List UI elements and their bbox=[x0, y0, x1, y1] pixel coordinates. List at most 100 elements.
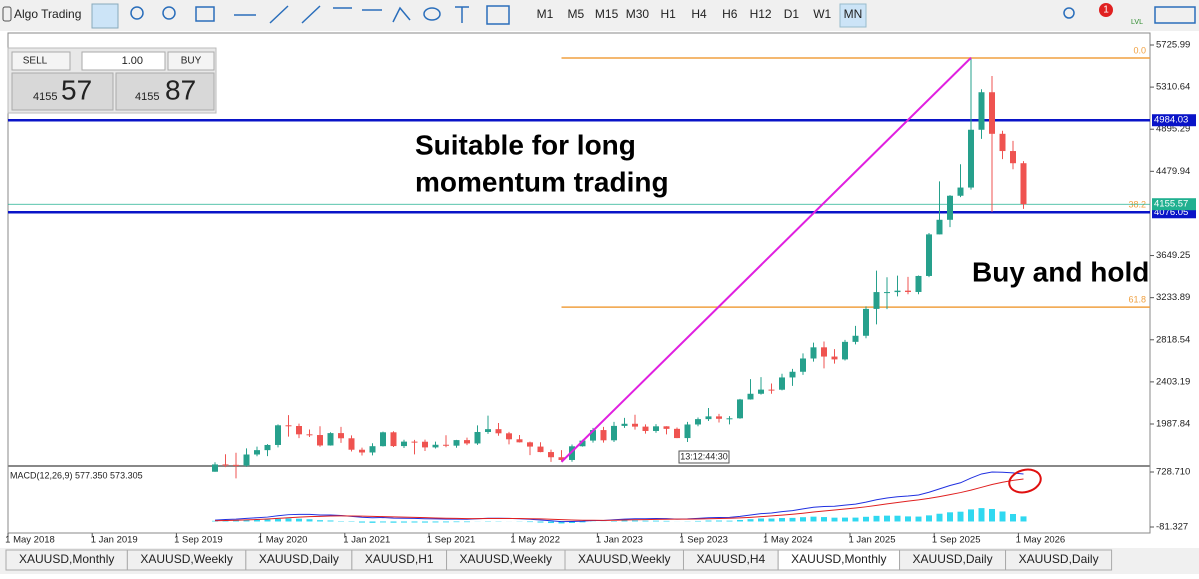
macd-histogram bbox=[695, 521, 701, 522]
algo-trading[interactable]: Algo Trading bbox=[14, 7, 81, 21]
macd-histogram bbox=[737, 520, 743, 521]
candle-body bbox=[989, 92, 995, 134]
sell-price-big[interactable]: 57 bbox=[61, 74, 92, 105]
macd-histogram bbox=[937, 514, 943, 522]
volume[interactable]: 1.00 bbox=[122, 55, 143, 67]
macd-tick-label: -81.327 bbox=[1156, 522, 1188, 533]
macd-histogram bbox=[464, 521, 470, 522]
timeframe[interactable]: D1 bbox=[784, 7, 800, 21]
level: LVL bbox=[1131, 19, 1143, 26]
candle-body bbox=[485, 429, 491, 432]
tab-label[interactable]: XAUUSD,H1 bbox=[365, 552, 434, 566]
timeframe[interactable]: M5 bbox=[567, 7, 584, 21]
candle-body bbox=[391, 432, 397, 446]
macd-histogram bbox=[989, 509, 995, 521]
macd-histogram bbox=[359, 521, 365, 522]
candle-body bbox=[800, 358, 806, 371]
macd-histogram bbox=[286, 518, 292, 521]
timer: 13:12:44:30 bbox=[680, 451, 728, 461]
macd-histogram bbox=[811, 517, 817, 522]
macd-histogram bbox=[874, 516, 880, 522]
candle-body bbox=[685, 424, 691, 438]
candle-body bbox=[853, 336, 859, 342]
y-tick-label: 2403.19 bbox=[1156, 376, 1190, 387]
candle-body bbox=[905, 291, 911, 292]
candle-body bbox=[601, 430, 607, 440]
buy-label[interactable]: BUY bbox=[181, 56, 202, 67]
candle-body bbox=[895, 291, 901, 292]
annotation: Buy and hold bbox=[972, 256, 1149, 287]
y-tick-label: 1987.84 bbox=[1156, 419, 1190, 430]
candle-body bbox=[727, 418, 733, 419]
macd-histogram bbox=[706, 521, 712, 522]
buy-price-small[interactable]: 4155 bbox=[135, 91, 159, 103]
tab-label[interactable]: XAUUSD,Weekly bbox=[578, 552, 670, 566]
macd-tick-label: 728.710 bbox=[1156, 467, 1190, 478]
tab-label[interactable]: XAUUSD,Daily bbox=[1019, 552, 1099, 566]
candle-body bbox=[338, 433, 344, 438]
candle-body bbox=[527, 442, 533, 446]
candle-body bbox=[968, 130, 974, 188]
sell-price-small[interactable]: 4155 bbox=[33, 91, 57, 103]
macd-histogram bbox=[905, 516, 911, 521]
x-tick-label: 1 Sep 2025 bbox=[932, 535, 981, 546]
candle-body bbox=[874, 292, 880, 309]
tab-label[interactable]: XAUUSD,Daily bbox=[259, 552, 339, 566]
timeframe[interactable]: H6 bbox=[722, 7, 738, 21]
macd-histogram bbox=[821, 517, 827, 521]
candle-body bbox=[716, 416, 722, 418]
macd-histogram bbox=[454, 521, 460, 522]
annotation: momentum trading bbox=[415, 166, 669, 197]
candle-body bbox=[937, 220, 943, 235]
timeframe[interactable]: M1 bbox=[537, 7, 554, 21]
timeframe[interactable]: H4 bbox=[691, 7, 707, 21]
timeframe[interactable]: W1 bbox=[813, 7, 831, 21]
macd-histogram bbox=[1021, 516, 1027, 521]
tab-label[interactable]: XAUUSD,Weekly bbox=[460, 552, 552, 566]
tab-label[interactable]: XAUUSD,Monthly bbox=[19, 552, 114, 566]
macd-histogram bbox=[842, 518, 848, 522]
buy-price-big[interactable]: 87 bbox=[165, 74, 196, 105]
macd-histogram bbox=[433, 521, 439, 522]
price-label: 4155.57 bbox=[1154, 199, 1188, 210]
candle-body bbox=[286, 425, 292, 426]
candle-body bbox=[674, 429, 680, 438]
macd-histogram bbox=[863, 517, 869, 522]
candle-body bbox=[664, 426, 670, 429]
macd-histogram bbox=[422, 521, 428, 522]
sell-label[interactable]: SELL bbox=[23, 56, 48, 67]
macd-histogram bbox=[800, 517, 806, 521]
macd-histogram bbox=[412, 521, 418, 522]
candle-body bbox=[317, 435, 323, 445]
candle-body bbox=[517, 439, 523, 442]
macd-histogram bbox=[527, 521, 533, 522]
tab-label[interactable]: XAUUSD,Daily bbox=[913, 552, 993, 566]
macd-histogram bbox=[643, 521, 649, 522]
macd-histogram bbox=[958, 512, 964, 522]
tab-label[interactable]: XAUUSD,H4 bbox=[696, 552, 765, 566]
tab-label[interactable]: XAUUSD,Monthly bbox=[791, 552, 886, 566]
candle-body bbox=[254, 450, 260, 454]
y-tick-label: 4479.94 bbox=[1156, 166, 1190, 177]
candle-body bbox=[506, 433, 512, 439]
annotation: Suitable for long bbox=[415, 129, 636, 160]
macd-histogram bbox=[853, 518, 859, 522]
timeframe[interactable]: MN bbox=[844, 7, 863, 21]
macd-histogram bbox=[769, 519, 775, 522]
candle-body bbox=[464, 440, 470, 443]
candle-body bbox=[1010, 151, 1016, 163]
candle-body bbox=[328, 433, 334, 445]
timeframe[interactable]: H1 bbox=[661, 7, 677, 21]
macd-histogram bbox=[401, 521, 407, 522]
tab-label[interactable]: XAUUSD,Weekly bbox=[140, 552, 232, 566]
chart-type-button[interactable] bbox=[92, 4, 118, 28]
timeframe[interactable]: M15 bbox=[595, 7, 619, 21]
macd-histogram bbox=[307, 519, 313, 521]
badge-count: 1 bbox=[1103, 5, 1109, 16]
fib-label: 61.8 bbox=[1128, 295, 1146, 305]
macd-histogram bbox=[1000, 511, 1006, 521]
x-tick-label: 1 May 2020 bbox=[258, 535, 308, 546]
timeframe[interactable]: H12 bbox=[750, 7, 772, 21]
y-tick-label: 5310.64 bbox=[1156, 82, 1190, 93]
timeframe[interactable]: M30 bbox=[626, 7, 650, 21]
